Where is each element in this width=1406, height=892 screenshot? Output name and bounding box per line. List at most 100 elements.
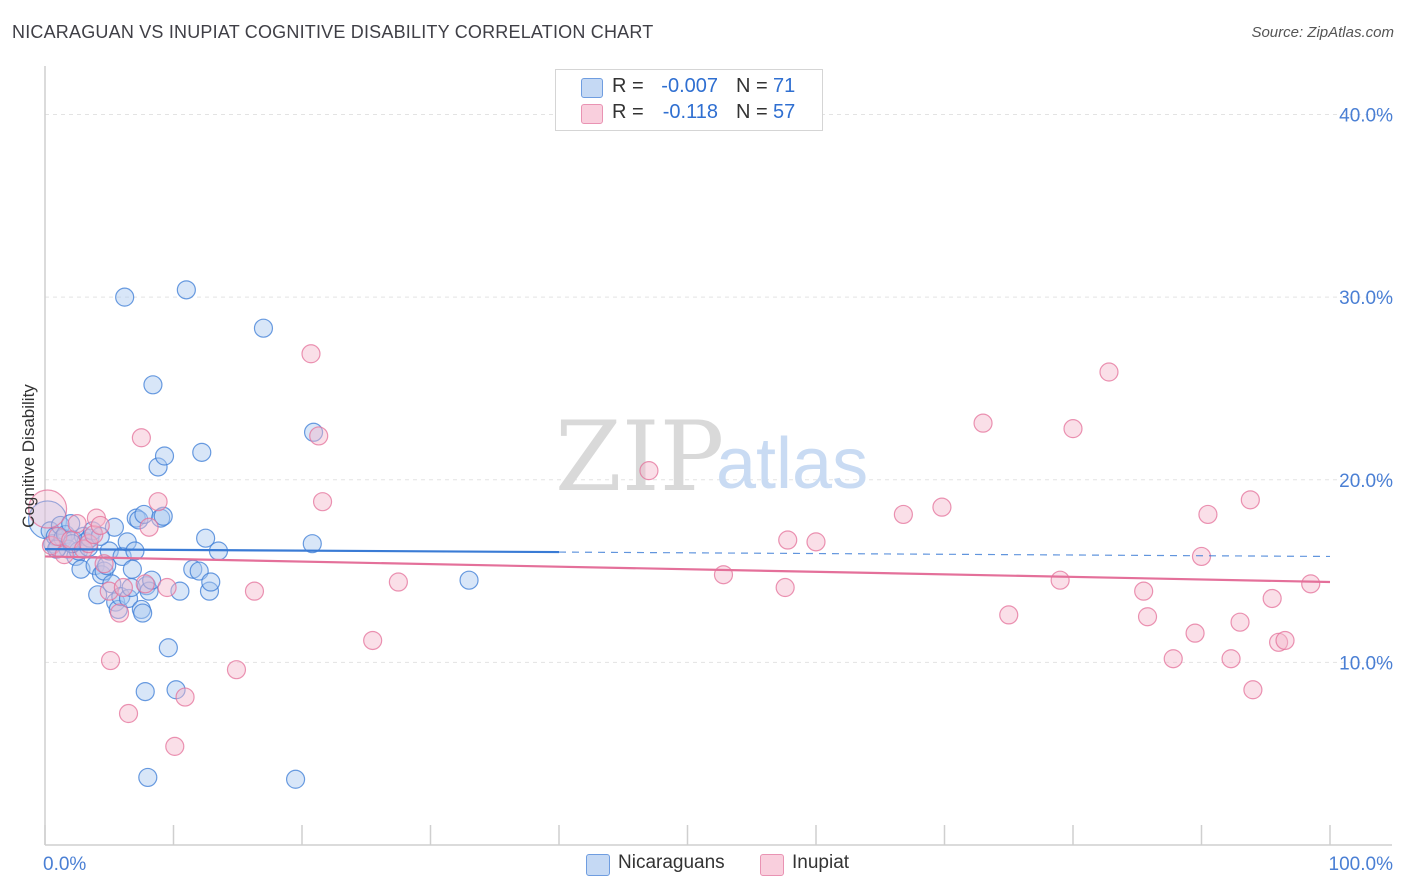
inupiat-point xyxy=(1185,623,1205,643)
y-tick-label: 40.0% xyxy=(1339,106,1393,127)
nicaraguans-point xyxy=(138,767,158,788)
nicaraguans-point xyxy=(148,457,168,477)
inupiat-point xyxy=(27,489,68,529)
inupiat-point xyxy=(244,581,265,601)
inupiat-point xyxy=(109,603,130,623)
trend-layer xyxy=(44,548,1331,584)
inupiat-point xyxy=(131,428,151,448)
inupiat-point xyxy=(309,426,329,446)
inupiat-point xyxy=(48,526,68,546)
watermark-atlas: atlas xyxy=(716,424,868,504)
nicaraguans-point xyxy=(71,559,91,579)
nicaraguans-point xyxy=(153,506,173,526)
inupiat-point xyxy=(1230,612,1250,632)
nicaraguans-point xyxy=(125,541,145,561)
y-axis-label: Cognitive Disability xyxy=(19,384,38,528)
inupiat-point xyxy=(1198,504,1218,525)
inupiat-legend-label: Inupiat xyxy=(792,852,850,873)
n-label: N = xyxy=(736,101,768,123)
correlation-legend: R = -0.007 N = 71 R = -0.118 N = 57 xyxy=(555,69,823,131)
inupiat-point xyxy=(1301,574,1321,594)
inupiat-swatch-icon xyxy=(581,104,603,124)
inupiat-point xyxy=(1063,419,1083,439)
nicaraguans-trend-line xyxy=(44,548,560,554)
r-label: R = xyxy=(612,75,644,97)
inupiat-point xyxy=(1099,362,1119,382)
n-label: N = xyxy=(736,75,768,97)
inupiat-point xyxy=(778,530,798,550)
y-tick-label: 30.0% xyxy=(1339,288,1393,309)
nicaraguans-point xyxy=(196,528,216,548)
inupiat-point xyxy=(1137,607,1158,627)
label-layer: 10.0% 20.0% 30.0% 40.0% 0.0% 100.0% Cognitive … xyxy=(19,106,1393,875)
inupiat-point xyxy=(1163,649,1183,669)
y-tick-label: 20.0% xyxy=(1339,471,1393,492)
nicaraguans-point xyxy=(135,681,155,702)
inupiat-point xyxy=(1191,546,1212,567)
inupiat-point xyxy=(165,736,185,756)
inupiat-point xyxy=(312,492,333,512)
nicaraguans-point xyxy=(90,526,110,546)
inupiat-point xyxy=(893,504,913,525)
grid-layer xyxy=(45,114,1392,663)
inupiat-point xyxy=(932,497,952,517)
x-tick-label: 100.0% xyxy=(1329,854,1394,875)
nicaraguans-point xyxy=(201,572,221,592)
source-credit: Source: ZipAtlas.com xyxy=(1251,24,1394,41)
nicaraguans-point xyxy=(303,422,324,442)
nicaraguans-point xyxy=(129,510,149,530)
nicaraguans-point xyxy=(154,446,175,466)
inupiat-trend-line xyxy=(44,555,1331,584)
chart-title: NICARAGUAN VS INUPIAT COGNITIVE DISABILI… xyxy=(12,22,654,42)
inupiat-point xyxy=(1262,588,1282,609)
inupiat-point xyxy=(775,577,795,598)
nicaraguans-point xyxy=(253,318,274,338)
inupiat-point xyxy=(148,492,168,512)
nicaraguans-point xyxy=(104,517,124,537)
inupiat-point xyxy=(713,565,734,585)
inupiat-point xyxy=(90,515,110,536)
nicaraguans-point xyxy=(133,603,153,623)
x-tick-label: 0.0% xyxy=(43,854,86,875)
nicaraguans-point xyxy=(459,570,479,590)
inupiat-point xyxy=(973,413,993,433)
nicaraguans-legend-swatch-icon xyxy=(586,854,610,876)
inupiat-point xyxy=(1275,630,1295,651)
inupiat-point xyxy=(175,687,195,707)
nicaraguans-point xyxy=(302,534,322,554)
inupiat-point xyxy=(157,577,177,598)
r-value: -0.007 xyxy=(661,75,718,97)
inupiat-point xyxy=(301,344,321,364)
inupiat-point xyxy=(79,534,99,554)
watermark: ZIP atlas xyxy=(555,401,868,513)
inupiat-point xyxy=(1050,570,1070,590)
inupiat-point xyxy=(806,532,826,552)
nicaraguans-trend-extension xyxy=(558,551,1331,558)
points-layer xyxy=(27,280,1321,789)
nicaraguans-point xyxy=(192,442,212,462)
inupiat-legend-swatch-icon xyxy=(760,854,784,876)
y-tick-label: 10.0% xyxy=(1339,653,1393,674)
axis-layer xyxy=(44,66,1392,846)
nicaraguans-point xyxy=(142,570,162,590)
inupiat-point xyxy=(118,703,139,724)
inupiat-point xyxy=(1268,632,1289,652)
inupiat-point xyxy=(67,513,87,534)
inupiat-point xyxy=(1243,680,1263,700)
nicaraguans-point xyxy=(122,559,142,579)
inupiat-point xyxy=(99,581,119,601)
inupiat-point xyxy=(139,517,159,537)
legend-row-inupiat: R = -0.118 N = 57 xyxy=(556,101,822,127)
nicaraguans-swatch-icon xyxy=(581,78,603,98)
inupiat-point xyxy=(100,650,121,671)
nicaraguans-legend-label: Nicaraguans xyxy=(618,852,725,873)
inupiat-point xyxy=(1134,581,1154,601)
inupiat-point xyxy=(1221,649,1241,669)
watermark-zip: ZIP xyxy=(555,401,724,513)
n-value: 57 xyxy=(773,101,796,123)
inupiat-point xyxy=(135,574,155,594)
r-label: R = xyxy=(612,101,644,123)
inupiat-point xyxy=(1240,490,1260,510)
legend-row-nicaraguans: R = -0.007 N = 71 xyxy=(556,75,822,101)
